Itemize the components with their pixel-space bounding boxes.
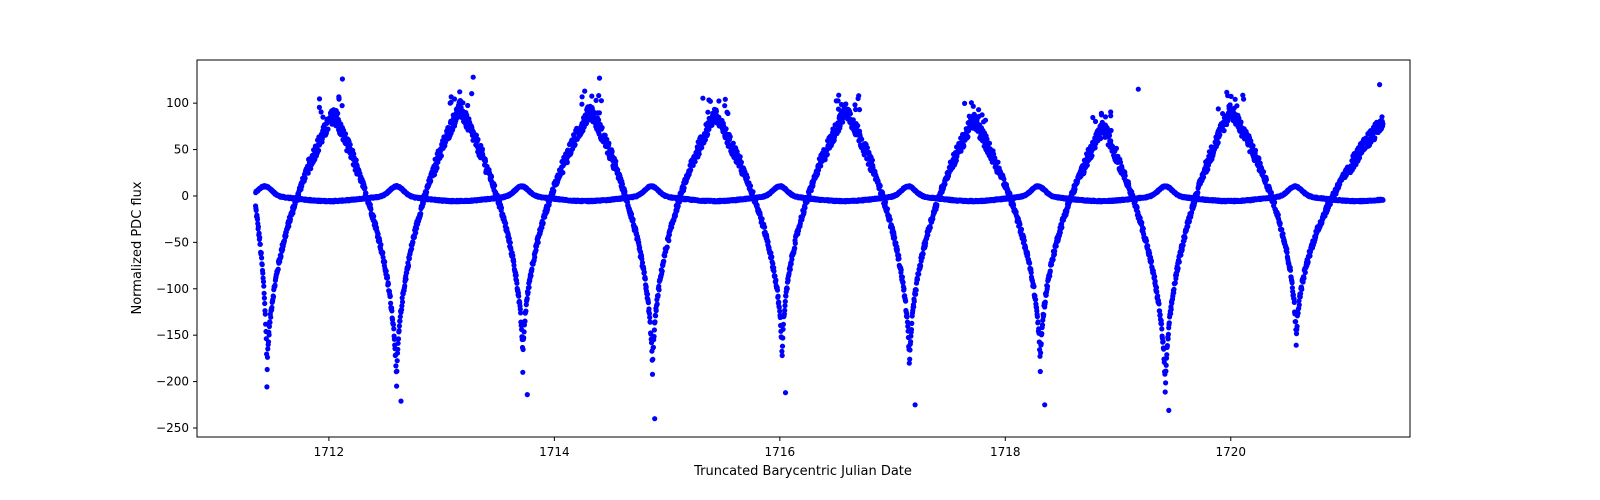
x-axis-label: Truncated Barycentric Julian Date [693,464,912,479]
y-tick-label: 50 [174,143,189,157]
x-tick-label: 1720 [1215,445,1246,459]
y-tick-label: −150 [156,328,189,342]
y-tick-label: −250 [156,421,189,435]
y-axis-label: Normalized PDC flux [130,181,145,314]
y-tick-label: 0 [181,189,189,203]
x-axis-ticks: 1712 1714 1716 1718 1720 [314,437,1246,459]
y-tick-label: −100 [156,282,189,296]
x-tick-label: 1714 [539,445,570,459]
y-tick-label: −50 [164,235,189,249]
y-axis-ticks: 100 50 0 −50 −100 −150 −200 −250 [156,96,197,435]
axes-frame [196,59,1411,438]
x-tick-label: 1712 [314,445,345,459]
y-tick-label: −200 [156,375,189,389]
x-tick-label: 1716 [765,445,796,459]
y-tick-label: 100 [166,96,189,110]
x-tick-label: 1718 [990,445,1021,459]
scatter-points [253,74,1386,422]
